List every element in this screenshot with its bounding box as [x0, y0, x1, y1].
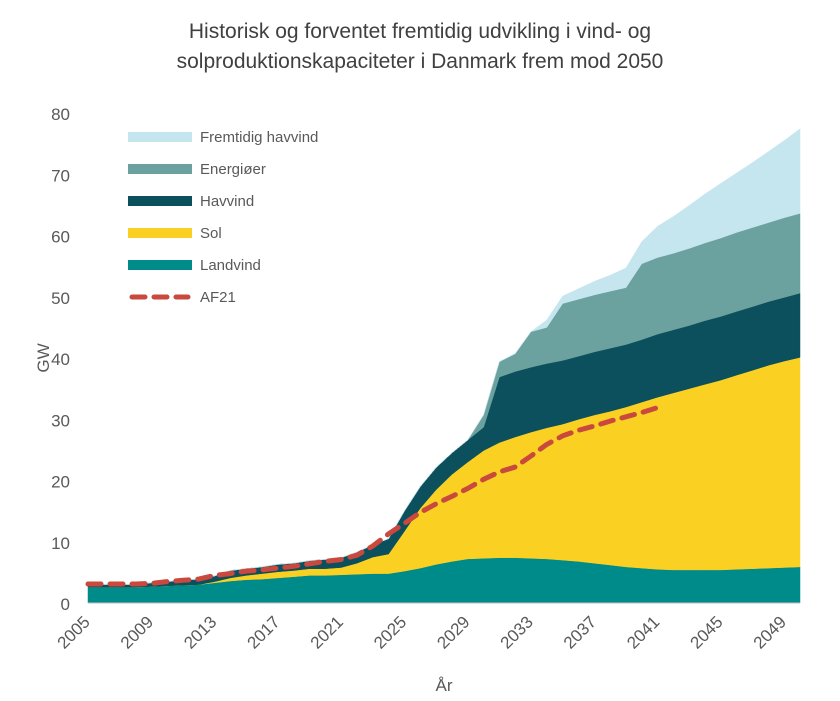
y-tick-label: 30 — [51, 411, 70, 430]
x-tick-label: 2037 — [560, 612, 600, 652]
y-tick-label: 10 — [51, 534, 70, 553]
line-series-af21 — [85, 405, 661, 587]
y-tick-label: 0 — [61, 595, 70, 614]
legend-label-landvind: Landvind — [200, 257, 261, 274]
x-tick-label: 2041 — [623, 612, 663, 652]
chart-title-line-2: solproduktionskapaciteter i Danmark frem… — [176, 50, 664, 73]
legend-label-sol: Sol — [200, 225, 222, 242]
y-tick-label: 20 — [51, 473, 70, 492]
legend-swatch-energi-er — [128, 164, 192, 174]
y-tick-label: 60 — [51, 228, 70, 247]
legend-label-energi-er: Energiøer — [200, 161, 266, 178]
y-tick-label: 80 — [51, 105, 70, 124]
chart-title-line-1: Historisk og forventet fremtidig udvikli… — [188, 20, 652, 43]
y-axis-label: GW — [34, 343, 53, 372]
x-axis-label: År — [436, 676, 453, 695]
x-tick-label: 2029 — [433, 612, 473, 652]
legend-swatch-havvind — [128, 196, 192, 206]
x-tick-label: 2021 — [307, 612, 347, 652]
legend-swatch-sol — [128, 228, 192, 238]
legend-label-fremtidig-havvind: Fremtidig havvind — [200, 129, 318, 146]
y-tick-label: 70 — [51, 166, 70, 185]
x-tick-label: 2033 — [497, 612, 537, 652]
x-tick-label: 2005 — [54, 612, 94, 652]
legend-label-havvind: Havvind — [200, 193, 254, 210]
y-tick-label: 50 — [51, 289, 70, 308]
y-tick-label: 40 — [51, 350, 70, 369]
x-tick-label: 2045 — [687, 612, 727, 652]
legend-label-af21: AF21 — [200, 289, 236, 306]
x-tick-label: 2049 — [750, 612, 790, 652]
x-tick-label: 2009 — [117, 612, 157, 652]
legend-swatch-fremtidig-havvind — [128, 132, 192, 142]
x-tick-label: 2025 — [370, 612, 410, 652]
x-tick-label: 2013 — [180, 612, 220, 652]
x-tick-label: 2017 — [244, 612, 284, 652]
legend-swatch-landvind — [128, 260, 192, 270]
